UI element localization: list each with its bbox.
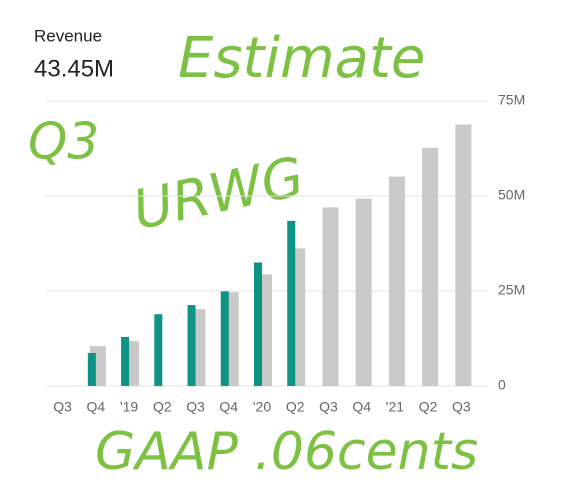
bar bbox=[455, 124, 472, 386]
bar bbox=[87, 352, 96, 386]
x-tick-label: Q2 bbox=[153, 399, 172, 415]
x-tick-label: Q3 bbox=[186, 399, 205, 415]
x-tick-label: Q3 bbox=[53, 399, 72, 415]
handwritten-note: GAAP .06cents bbox=[95, 422, 478, 482]
x-tick-label: Q3 bbox=[452, 399, 471, 415]
bar bbox=[422, 147, 439, 386]
x-tick-label: '19 bbox=[120, 399, 138, 415]
bar bbox=[187, 305, 196, 386]
bar bbox=[388, 176, 405, 386]
handwritten-note: Q3 bbox=[28, 113, 99, 171]
x-tick-label: Q2 bbox=[419, 399, 438, 415]
x-tick-label: '21 bbox=[386, 399, 404, 415]
y-tick-label: 0 bbox=[498, 377, 506, 393]
y-tick-label: 25M bbox=[498, 282, 525, 298]
bar bbox=[322, 207, 339, 386]
headline-value: 43.45M bbox=[34, 55, 114, 82]
chart-title: Revenue bbox=[34, 26, 102, 45]
bar bbox=[287, 220, 296, 386]
y-tick-label: 75M bbox=[498, 92, 525, 108]
handwritten-note: Estimate bbox=[178, 26, 425, 91]
y-tick-label: 50M bbox=[498, 187, 525, 203]
x-tick-label: Q4 bbox=[87, 399, 106, 415]
x-tick-label: Q4 bbox=[219, 399, 238, 415]
handwritten-note: URWG bbox=[128, 145, 310, 242]
x-tick-label: '20 bbox=[253, 399, 271, 415]
bar bbox=[121, 336, 130, 386]
x-tick-label: Q4 bbox=[352, 399, 371, 415]
x-tick-label: Q3 bbox=[319, 399, 338, 415]
bar bbox=[220, 291, 229, 386]
bar bbox=[254, 262, 262, 386]
bar bbox=[154, 314, 163, 386]
x-tick-label: Q2 bbox=[286, 399, 305, 415]
bar bbox=[355, 198, 372, 386]
